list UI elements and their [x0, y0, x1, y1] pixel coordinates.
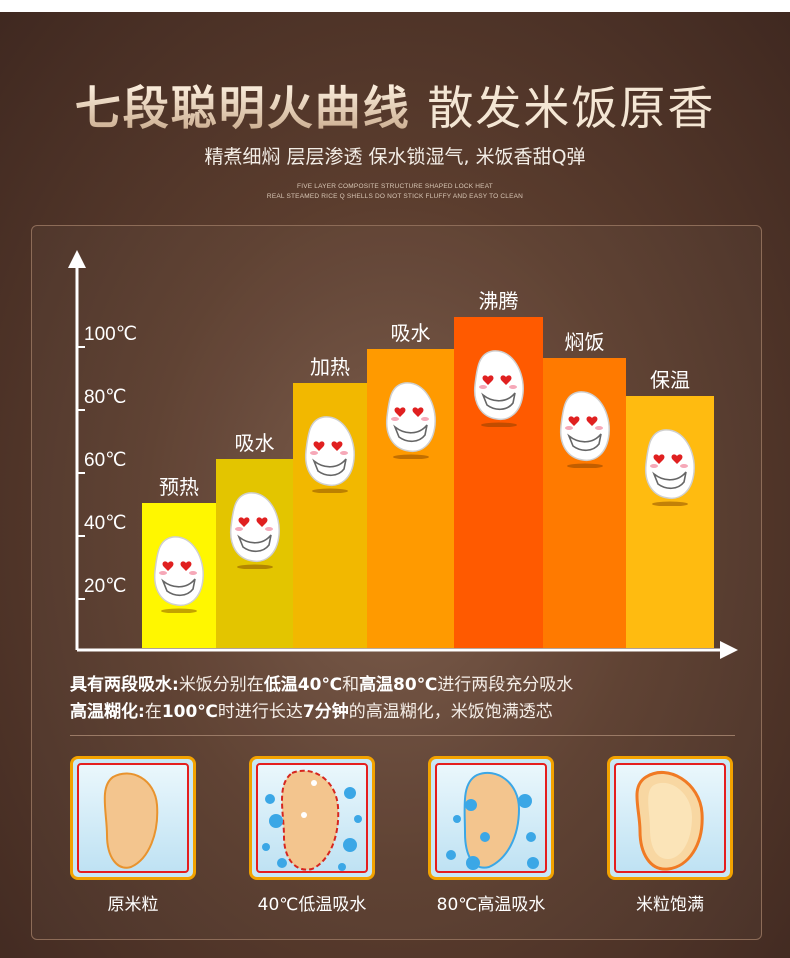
bar-label: 吸水: [234, 431, 275, 455]
rice-mascot-icon: [229, 492, 280, 569]
note-line-1: 具有两段吸水:米饭分别在低温40℃和高温80℃进行两段充分吸水: [70, 672, 573, 699]
note-1-text-1: 米饭分别在: [178, 675, 264, 695]
note-line-2: 高温糊化:在100℃时进行长达7分钟的高温糊化，米饭饱满透芯: [70, 699, 573, 726]
note-2-text-1: 在: [144, 702, 162, 722]
title-light: 散发米饭原香: [427, 81, 716, 135]
top-band: [0, 0, 790, 12]
note-1-bold-2: 低温40℃: [263, 675, 343, 695]
note-1-bold-1: 具有两段吸水:: [70, 675, 179, 695]
y-axis-arrow-icon: [68, 250, 86, 268]
bar-label: 焖饭: [564, 330, 605, 355]
bar-label: 加热: [310, 355, 350, 380]
bar-label: 预热: [159, 475, 199, 500]
x-axis-arrow-icon: [720, 641, 738, 659]
english-line-1: FIVE LAYER COMPOSITE STRUCTURE SHAPED LO…: [297, 183, 493, 190]
y-tick-label: 20℃: [84, 576, 127, 597]
y-tick-label: 100℃: [84, 324, 138, 345]
stage-high-temp-image: [428, 756, 554, 880]
bar-label: 沸腾: [478, 289, 519, 314]
note-2-text-2: 时进行长达: [217, 702, 303, 722]
rice-mascot-icon: [385, 381, 436, 459]
stage-label-2: 40℃低温吸水: [257, 895, 367, 915]
feature-notes: 具有两段吸水:米饭分别在低温40℃和高温80℃进行两段充分吸水 高温糊化:在10…: [70, 672, 573, 726]
bar-label: 保温: [650, 368, 690, 392]
rice-mascot-icon: [473, 350, 524, 428]
y-tick-label: 60℃: [84, 450, 127, 471]
rice-mascot-icon: [559, 391, 610, 469]
bar-label: 吸水: [390, 320, 431, 345]
stage-label-3: 80℃高温吸水: [436, 895, 546, 915]
note-2-text-3: 的高温糊化，米饭饱满透芯: [348, 702, 553, 722]
page-subtitle: 精煮细焖 层层渗透 保水锁湿气, 米饭香甜Q弹: [204, 146, 586, 168]
note-1-text-3: 进行两段充分吸水: [437, 675, 574, 695]
divider: [70, 735, 735, 736]
rice-mascot-icon: [304, 416, 355, 494]
y-tick-label: 80℃: [84, 387, 127, 408]
stage-label-1: 原米粒: [107, 895, 159, 915]
note-2-bold-3: 7分钟: [302, 702, 349, 722]
stage-full-grain-image: [607, 756, 733, 880]
rice-grain-icon: [103, 772, 159, 869]
note-2-bold-1: 高温糊化:: [70, 702, 145, 722]
note-2-bold-2: 100℃: [161, 702, 218, 722]
page-title: 七段聪明火曲线 散发米饭原香: [0, 72, 790, 138]
water-bubbles-icon: [262, 769, 362, 871]
rice-mascot-icon: [644, 429, 695, 506]
title-strong: 七段聪明火曲线: [74, 81, 411, 135]
stage-low-temp-image: [249, 756, 375, 880]
water-bubbles-icon: [446, 772, 539, 870]
stage-raw-rice-image: [70, 756, 196, 880]
content-panel: [31, 225, 762, 940]
english-line-2: REAL STEAMED RICE Q SHELLS DO NOT STICK …: [266, 193, 524, 200]
note-1-text-2: 和: [342, 675, 360, 695]
note-1-bold-3: 高温80℃: [359, 675, 438, 695]
y-tick-label: 40℃: [84, 513, 127, 534]
rice-mascot-icon: [153, 536, 204, 614]
stage-label-4: 米粒饱满: [636, 895, 704, 915]
